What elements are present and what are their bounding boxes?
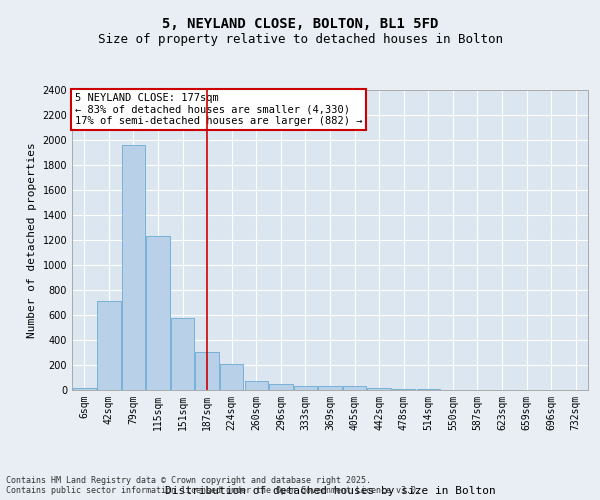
Bar <box>319 386 341 390</box>
Text: Size of property relative to detached houses in Bolton: Size of property relative to detached ho… <box>97 32 503 46</box>
Bar <box>294 386 317 390</box>
Text: Contains HM Land Registry data © Crown copyright and database right 2025.
Contai: Contains HM Land Registry data © Crown c… <box>6 476 421 495</box>
Bar <box>343 386 366 390</box>
Bar <box>97 300 121 390</box>
Bar <box>367 388 391 390</box>
Text: 5 NEYLAND CLOSE: 177sqm
← 83% of detached houses are smaller (4,330)
17% of semi: 5 NEYLAND CLOSE: 177sqm ← 83% of detache… <box>74 93 362 126</box>
Bar <box>122 145 145 390</box>
Y-axis label: Number of detached properties: Number of detached properties <box>27 142 37 338</box>
Bar <box>146 236 170 390</box>
Bar <box>392 389 415 390</box>
Bar <box>220 364 244 390</box>
X-axis label: Distribution of detached houses by size in Bolton: Distribution of detached houses by size … <box>164 486 496 496</box>
Bar <box>245 380 268 390</box>
Bar <box>171 318 194 390</box>
Bar <box>269 384 293 390</box>
Bar <box>73 388 96 390</box>
Bar <box>196 352 219 390</box>
Text: 5, NEYLAND CLOSE, BOLTON, BL1 5FD: 5, NEYLAND CLOSE, BOLTON, BL1 5FD <box>162 18 438 32</box>
